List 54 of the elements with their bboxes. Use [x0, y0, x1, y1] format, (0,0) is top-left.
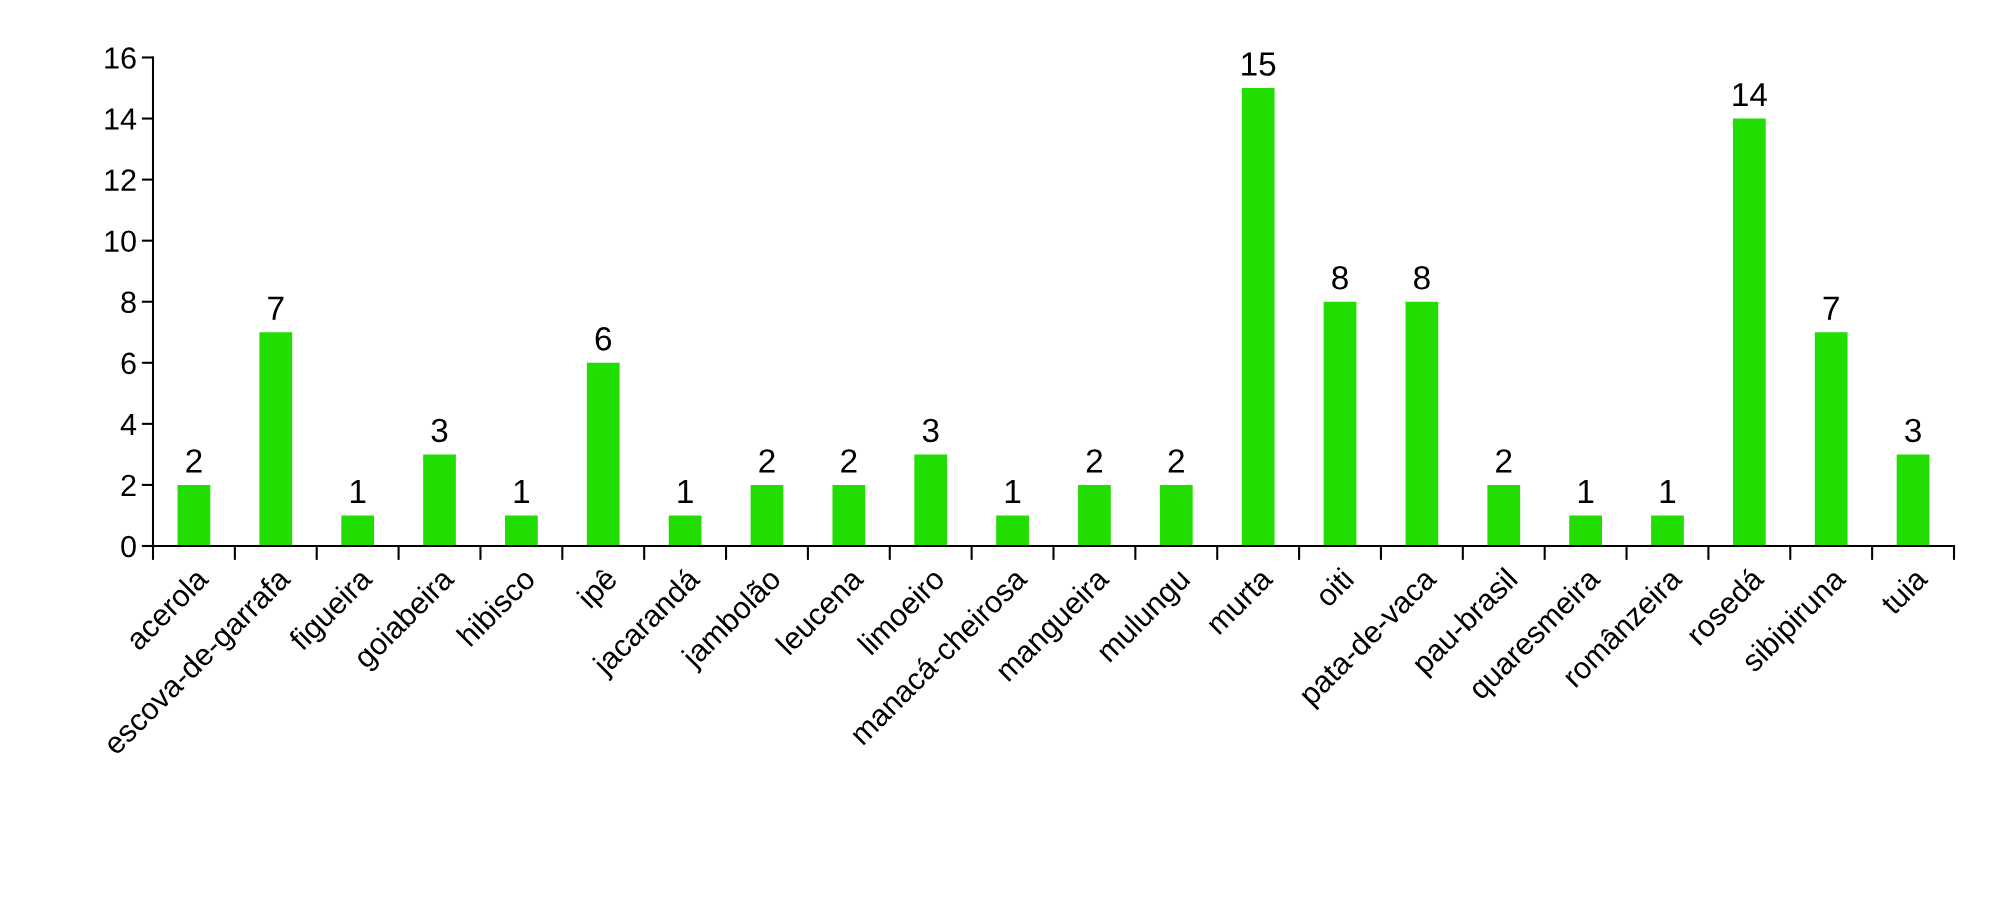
bar	[1405, 301, 1439, 546]
bar	[1732, 118, 1766, 546]
y-tick-label: 10	[105, 230, 136, 253]
data-label: 8	[1332, 265, 1348, 290]
data-label: 7	[268, 296, 284, 320]
data-label: 1	[678, 480, 693, 503]
bar	[1569, 515, 1602, 546]
data-label: 1	[1578, 480, 1594, 503]
y-tick-label: 12	[105, 169, 136, 191]
data-label: 3	[922, 418, 939, 443]
bar	[341, 515, 375, 546]
bar	[668, 515, 702, 546]
data-label: 1	[514, 480, 530, 503]
data-label: 2	[841, 449, 857, 473]
data-label: 15	[1242, 52, 1276, 76]
bar	[832, 484, 866, 546]
data-label: 1	[1005, 480, 1021, 503]
bar	[177, 484, 211, 546]
y-tick-label: 14	[105, 108, 137, 130]
y-tick-label: 8	[121, 291, 136, 314]
data-label: 2	[1168, 449, 1184, 473]
bar	[505, 515, 538, 546]
data-label: 2	[186, 449, 202, 473]
bar	[1651, 515, 1684, 546]
bar	[1814, 332, 1848, 546]
data-label: 2	[1496, 449, 1512, 473]
bar	[1241, 88, 1275, 546]
bar	[586, 362, 620, 546]
bar	[1487, 484, 1521, 546]
y-tick-label: 2	[121, 474, 136, 496]
bar	[1159, 484, 1193, 546]
data-label: 1	[350, 480, 366, 503]
data-label: 7	[1823, 296, 1839, 320]
y-tick-label: 6	[121, 352, 136, 375]
bar	[259, 332, 293, 546]
y-tick-label: 0	[121, 535, 136, 558]
bar	[1323, 301, 1357, 546]
data-label: 2	[1086, 449, 1103, 473]
bar	[996, 515, 1029, 546]
data-label: 2	[759, 449, 775, 473]
x-tick-label: tuia	[1878, 565, 1929, 616]
data-label: 1	[1660, 480, 1676, 503]
data-label: 3	[1905, 418, 1921, 443]
y-tick-label: 4	[120, 413, 137, 435]
bar	[750, 484, 784, 546]
data-label: 8	[1414, 265, 1430, 290]
y-tick-label: 16	[105, 47, 136, 69]
data-label: 3	[431, 418, 448, 443]
bar	[1896, 454, 1930, 546]
bar	[423, 454, 456, 546]
bar	[914, 454, 948, 546]
bar	[1078, 484, 1111, 546]
data-label: 14	[1733, 83, 1767, 107]
data-label: 6	[595, 327, 612, 351]
